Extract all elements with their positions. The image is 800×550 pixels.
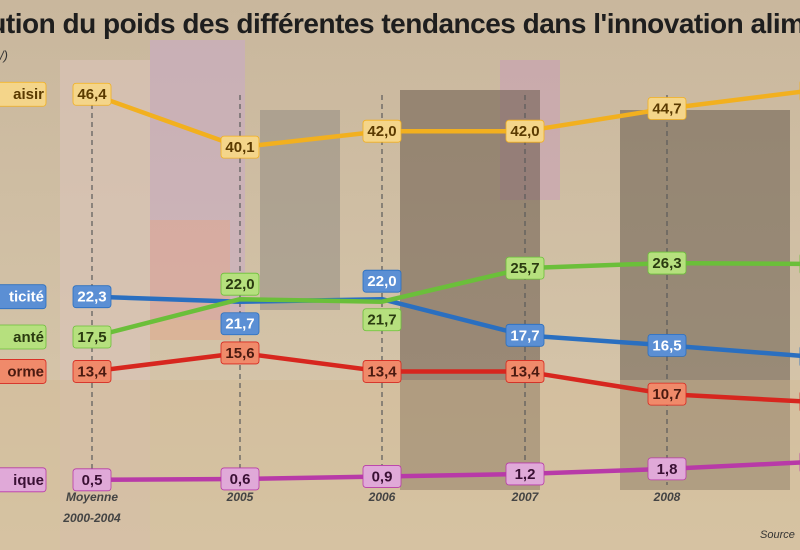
data-label: 21,7 (225, 316, 254, 333)
data-label-box (72, 360, 112, 383)
data-label: 0,9 (372, 468, 393, 485)
data-label-box (220, 467, 260, 491)
data-label: 42,0 (367, 123, 396, 140)
data-label: 1,2 (515, 466, 536, 483)
x-tick-label: 2005 (226, 490, 254, 504)
data-label: 22,0 (367, 273, 396, 290)
series-line (91, 89, 800, 150)
x-tick-label: 2006 (368, 490, 396, 504)
series-name-box (0, 284, 47, 310)
data-label: 0,5 (82, 472, 103, 489)
data-label-box (220, 272, 260, 296)
data-label-box (505, 119, 545, 143)
series-line (91, 460, 800, 483)
data-label-box (647, 382, 687, 406)
series-name-label: ique (13, 472, 44, 489)
unit-label: /) (0, 48, 8, 63)
data-label: 21,7 (367, 312, 396, 329)
series-lines (91, 89, 800, 483)
data-label-box (505, 256, 545, 280)
series-name-label: anté (13, 329, 44, 346)
data-label: 42,0 (510, 123, 539, 140)
data-label-box (647, 97, 687, 120)
data-label-box (362, 269, 402, 293)
data-label-box (647, 333, 687, 357)
data-label: 10,7 (652, 386, 681, 403)
data-label: 22,3 (77, 289, 106, 306)
x-tick-label: 2000-2004 (62, 511, 121, 525)
series-name-labels: aisir ticité anté orme ique (0, 81, 47, 493)
data-label-box (362, 465, 402, 488)
data-label-box (72, 82, 112, 106)
data-label-box (72, 285, 112, 309)
data-label-box (220, 135, 260, 159)
series-name-box (0, 467, 47, 493)
data-label: 16,5 (652, 337, 681, 354)
data-label: 15,6 (225, 345, 254, 362)
data-label-box (72, 468, 112, 492)
data-label: 44,7 (652, 101, 681, 118)
series-name-box (0, 324, 47, 350)
data-label: 40,1 (225, 139, 254, 156)
series-name-label: aisir (13, 86, 44, 103)
data-label-box (220, 341, 260, 365)
data-label-box (647, 251, 687, 275)
data-label-box (505, 462, 545, 486)
data-label: 0,6 (230, 471, 251, 488)
series-name-box (0, 81, 47, 107)
source-label: Source (760, 529, 795, 541)
data-label-box (362, 119, 402, 143)
data-label-box (362, 360, 402, 383)
gridlines (91, 95, 668, 485)
series-line (91, 350, 800, 404)
data-label-box (220, 312, 260, 336)
data-label-box (362, 308, 402, 332)
x-tick-label: 2007 (511, 490, 540, 504)
data-label-box (72, 325, 112, 349)
chart-title: lution du poids des différentes tendance… (0, 8, 800, 39)
data-label: 26,3 (652, 255, 681, 272)
data-label: 13,4 (510, 363, 540, 380)
x-tick-label: 2008 (653, 490, 681, 504)
data-label: 17,7 (510, 327, 539, 344)
data-label-box (505, 323, 545, 347)
data-label: 1,8 (657, 461, 678, 478)
series-line (91, 294, 800, 358)
data-label: 25,7 (510, 260, 539, 277)
data-label: 46,4 (77, 86, 107, 103)
series-name-label: ticité (9, 289, 44, 306)
series-name-label: orme (7, 363, 44, 380)
series-line (91, 260, 800, 340)
data-label: 22,0 (225, 276, 254, 293)
data-label-box (505, 360, 545, 383)
x-tick-label: Moyenne (66, 490, 118, 504)
data-label: 17,5 (77, 329, 106, 346)
data-label: 13,4 (77, 363, 107, 380)
data-labels: 46,440,142,042,044,7422,321,722,017,716,… (72, 81, 800, 492)
series-name-box (0, 359, 47, 384)
data-label-box (647, 457, 687, 481)
data-label: 13,4 (367, 363, 397, 380)
